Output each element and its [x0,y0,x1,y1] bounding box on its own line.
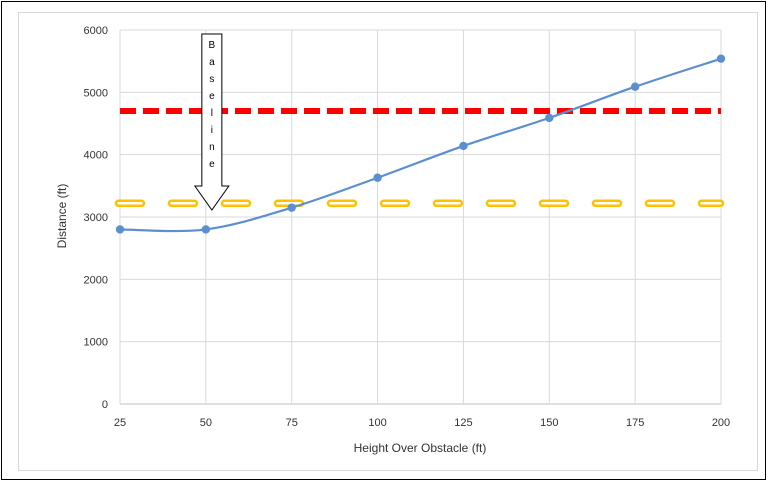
data-point [115,225,125,234]
data-point [287,203,296,212]
reference-line-dash-yellow [379,199,411,208]
x-tick-label: 150 [540,417,558,429]
y-tick-label: 0 [102,399,108,411]
series-line [119,57,722,233]
data-point [201,225,211,234]
y-tick-label: 6000 [84,25,108,37]
data-point [716,54,726,63]
y-tick-label: 3000 [84,212,108,224]
y-tick-label: 1000 [84,337,108,349]
data-point [630,82,640,91]
x-tick-label: 200 [712,417,730,429]
y-tick-label: 5000 [84,87,108,99]
reference-line-dash-yellow [697,199,725,208]
reference-line-dash-yellow [485,199,517,208]
reference-line-dash-yellow [114,199,146,208]
reference-line-dash-yellow [591,199,623,208]
x-tick-label: 100 [368,417,386,429]
y-tick-labels: 0 1000 2000 3000 4000 5000 6000 [84,25,108,411]
data-point [373,173,382,182]
reference-line-dash-yellow [432,199,464,208]
x-tick-label: 25 [114,417,126,429]
x-tick-labels: 25 50 75 100 125 150 175 200 [114,417,730,429]
x-tick-label: 125 [454,417,472,429]
data-point [459,141,468,151]
series-layer [115,54,726,234]
reference-line-dash-yellow [167,199,199,208]
x-tick-label: 75 [286,417,298,429]
reference-line-dash-yellow [326,199,358,208]
down-arrow-shape [193,33,230,211]
x-axis-title: Height Over Obstacle (ft) [354,441,487,455]
reference-line-dash-yellow [538,199,570,208]
y-tick-label: 2000 [84,274,108,286]
y-axis-title: Distance (ft) [55,184,69,249]
x-tick-label: 175 [626,417,644,429]
reference-line-dash-yellow [220,199,252,208]
y-tick-label: 4000 [84,150,108,162]
reference-line-dash-yellow [644,199,676,208]
data-point [545,113,554,123]
x-tick-label: 50 [200,417,212,429]
